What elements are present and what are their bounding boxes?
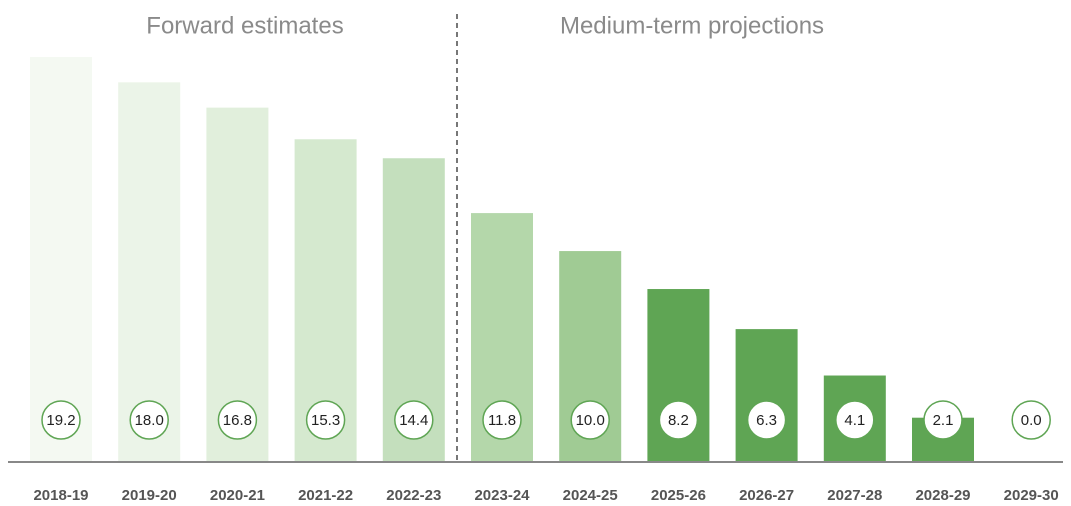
value-label: 19.2: [46, 412, 75, 429]
x-tick-label: 2024-25: [563, 487, 618, 504]
value-label: 8.2: [668, 412, 689, 429]
x-tick-label: 2028-29: [915, 487, 970, 504]
x-tick-label: 2021-22: [298, 487, 353, 504]
value-label: 10.0: [576, 412, 605, 429]
section-label: Medium-term projections: [560, 12, 824, 39]
bar: [735, 329, 798, 462]
x-tick-label: 2025-26: [651, 487, 706, 504]
x-tick-label: 2029-30: [1004, 487, 1059, 504]
x-tick-label: 2027-28: [827, 487, 882, 504]
x-tick-label: 2018-19: [33, 487, 88, 504]
value-label: 0.0: [1021, 412, 1042, 429]
value-label: 16.8: [223, 412, 252, 429]
value-badge: [394, 400, 434, 440]
value-badge: [835, 400, 875, 440]
value-badge: [746, 400, 787, 440]
value-label: 18.0: [135, 412, 164, 429]
x-tick-label: 2020-21: [210, 487, 265, 504]
bar: [118, 82, 181, 462]
x-tick-label: 2023-24: [474, 487, 530, 504]
value-badge: [217, 400, 258, 440]
value-label: 15.3: [311, 412, 340, 429]
value-label: 6.3: [756, 412, 777, 429]
bar: [30, 57, 92, 462]
value-badge: [1011, 400, 1051, 440]
value-badge: [923, 400, 963, 440]
value-badge: [41, 400, 81, 440]
value-badge: [658, 400, 699, 440]
value-badge: [305, 400, 346, 440]
value-label: 11.8: [488, 412, 516, 429]
x-tick-label: 2019-20: [122, 487, 177, 504]
value-badge: [482, 400, 522, 440]
value-badge: [570, 400, 610, 440]
value-label: 4.1: [844, 412, 865, 429]
value-label: 2.1: [933, 412, 954, 429]
x-tick-label: 2022-23: [386, 487, 441, 504]
value-label: 14.4: [399, 412, 428, 429]
value-badge: [129, 400, 169, 440]
section-label: Forward estimates: [146, 12, 343, 39]
x-tick-label: 2026-27: [739, 487, 794, 504]
